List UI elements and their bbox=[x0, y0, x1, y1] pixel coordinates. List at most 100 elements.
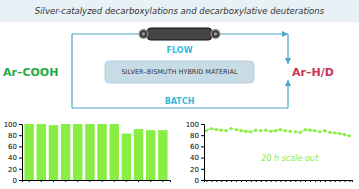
tick-mark bbox=[126, 180, 127, 182]
tick-mark bbox=[201, 169, 204, 170]
point bbox=[234, 128, 237, 131]
tick bbox=[114, 180, 115, 182]
tick bbox=[206, 180, 207, 182]
tick bbox=[216, 180, 217, 182]
tick bbox=[280, 180, 281, 182]
tick-mark bbox=[236, 180, 237, 182]
tube-fitting bbox=[140, 31, 147, 38]
tick-mark bbox=[211, 180, 212, 182]
x-axis bbox=[23, 180, 171, 182]
tick-mark bbox=[305, 180, 306, 182]
line bbox=[206, 128, 349, 135]
connector bbox=[287, 34, 288, 64]
bar bbox=[24, 124, 33, 180]
tick-mark bbox=[65, 180, 66, 182]
annotation: FLOW bbox=[167, 46, 193, 55]
tick bbox=[305, 180, 306, 182]
tick bbox=[271, 180, 272, 182]
tube-fitting bbox=[142, 32, 146, 36]
tick bbox=[138, 180, 139, 182]
tick bbox=[300, 180, 301, 182]
bar bbox=[122, 134, 131, 180]
tick-mark bbox=[261, 180, 262, 182]
tick bbox=[53, 180, 54, 182]
tick-mark bbox=[300, 180, 301, 182]
tick bbox=[231, 180, 232, 182]
diagram bbox=[72, 28, 288, 108]
point bbox=[205, 129, 208, 132]
tick-label: 0 bbox=[195, 177, 199, 185]
tick bbox=[320, 180, 321, 182]
point bbox=[274, 129, 277, 132]
bar bbox=[158, 130, 167, 180]
tick bbox=[335, 180, 336, 182]
tube-fitting bbox=[211, 29, 221, 39]
point bbox=[338, 132, 341, 135]
tick bbox=[241, 180, 242, 182]
tick bbox=[102, 180, 103, 182]
tick-mark bbox=[315, 180, 316, 182]
tick bbox=[325, 180, 326, 182]
bar bbox=[97, 124, 106, 180]
tick: 100 bbox=[186, 121, 204, 129]
annotation: 20 h scale-out bbox=[261, 154, 319, 163]
axis-line bbox=[19, 125, 23, 181]
title-strip bbox=[0, 0, 359, 22]
tick-mark bbox=[19, 146, 22, 147]
bar bbox=[134, 129, 143, 180]
title: Silver-catalyzed decarboxylations and de… bbox=[35, 6, 325, 16]
tick-mark bbox=[246, 180, 247, 182]
bar bbox=[49, 125, 58, 180]
plot-area bbox=[24, 124, 167, 180]
point bbox=[215, 128, 218, 131]
connector bbox=[71, 34, 72, 72]
x-axis bbox=[205, 180, 353, 182]
tick bbox=[345, 180, 346, 182]
axis-line bbox=[201, 125, 205, 181]
tick: 20 bbox=[190, 166, 204, 174]
tick: 20 bbox=[8, 166, 22, 174]
tube bbox=[148, 28, 212, 40]
tick bbox=[65, 180, 66, 182]
tick-mark bbox=[150, 180, 151, 182]
plot-area bbox=[205, 127, 351, 137]
tick bbox=[226, 180, 227, 182]
tick bbox=[315, 180, 316, 182]
tick bbox=[29, 180, 30, 182]
tick bbox=[295, 180, 296, 182]
tick bbox=[150, 180, 151, 182]
point bbox=[220, 129, 223, 132]
tick-mark bbox=[280, 180, 281, 182]
point bbox=[284, 129, 287, 132]
tick-mark bbox=[251, 180, 252, 182]
tick-mark bbox=[77, 180, 78, 182]
tick bbox=[285, 180, 286, 182]
tick bbox=[330, 180, 331, 182]
tick-mark bbox=[340, 180, 341, 182]
point bbox=[308, 129, 311, 132]
tick bbox=[41, 180, 42, 182]
tick-mark bbox=[256, 180, 257, 182]
tick bbox=[276, 180, 277, 182]
tick-mark bbox=[320, 180, 321, 182]
tick-mark bbox=[325, 180, 326, 182]
tick-label: 20 bbox=[190, 166, 199, 174]
tick-mark bbox=[206, 180, 207, 182]
chart-bar: 020406080100 bbox=[4, 121, 171, 185]
point bbox=[299, 131, 302, 134]
point bbox=[225, 129, 228, 132]
bar bbox=[85, 124, 94, 180]
point bbox=[304, 128, 307, 131]
annotation: BATCH bbox=[165, 97, 195, 106]
point bbox=[318, 130, 321, 133]
annotation: SILVER–BISMUTH HYBRID MATERIAL bbox=[121, 68, 237, 76]
point bbox=[259, 129, 262, 132]
tick bbox=[290, 180, 291, 182]
tick-mark bbox=[19, 135, 22, 136]
point bbox=[254, 129, 257, 132]
tick bbox=[211, 180, 212, 182]
point bbox=[313, 129, 316, 132]
tick bbox=[246, 180, 247, 182]
tick: 40 bbox=[8, 154, 22, 162]
tick-label: 40 bbox=[190, 154, 199, 162]
